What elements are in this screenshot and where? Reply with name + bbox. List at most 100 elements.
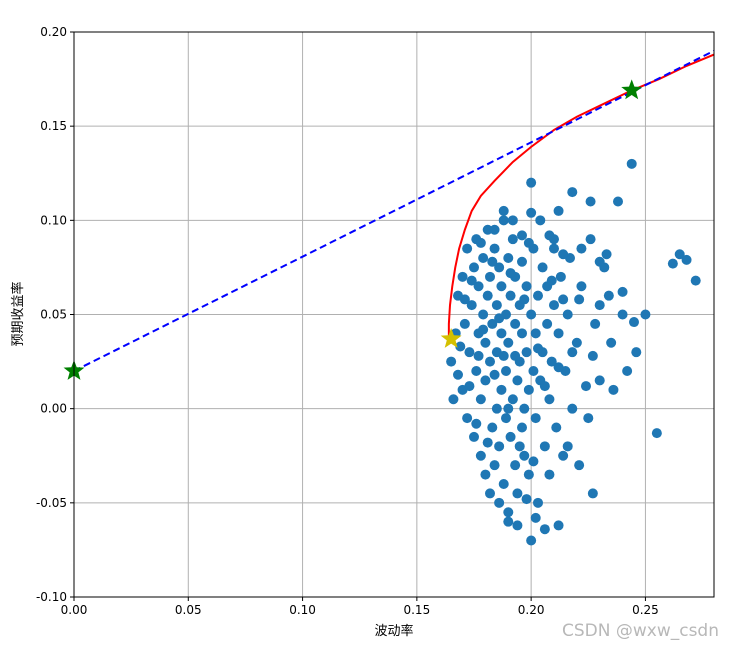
scatter-point bbox=[544, 469, 555, 480]
scatter-point bbox=[601, 249, 612, 260]
scatter-point bbox=[530, 328, 541, 339]
scatter-point bbox=[491, 300, 502, 311]
scatter-point bbox=[498, 479, 509, 489]
scatter-point bbox=[496, 384, 507, 395]
scatter-point bbox=[567, 347, 578, 358]
scatter-point bbox=[539, 524, 550, 535]
scatter-point bbox=[537, 262, 548, 273]
scatter-point bbox=[553, 520, 564, 531]
scatter-point bbox=[498, 350, 509, 361]
y-tick-label: 0.05 bbox=[40, 308, 67, 322]
scatter-point bbox=[462, 243, 473, 254]
scatter-point bbox=[485, 488, 495, 499]
scatter-point bbox=[549, 300, 559, 311]
star-marker bbox=[621, 79, 643, 100]
scatter-point bbox=[501, 366, 511, 376]
scatter-point bbox=[478, 324, 489, 335]
scatter-point bbox=[491, 403, 502, 414]
scatter-point bbox=[542, 318, 553, 329]
scatter-point bbox=[562, 309, 573, 320]
scatter-point bbox=[631, 347, 642, 358]
scatter-point bbox=[551, 422, 562, 433]
scatter-point bbox=[498, 215, 509, 226]
scatter-point bbox=[482, 224, 493, 235]
scatter-point bbox=[533, 343, 543, 354]
scatter-point bbox=[494, 497, 505, 508]
scatter-point bbox=[526, 177, 537, 188]
scatter-point bbox=[487, 256, 498, 267]
scatter-point bbox=[539, 441, 550, 452]
scatter-point bbox=[505, 290, 516, 301]
scatter-point bbox=[574, 294, 585, 305]
scatter-point bbox=[469, 431, 479, 442]
scatter-point bbox=[519, 294, 530, 305]
scatter-point bbox=[485, 271, 495, 282]
scatter-point bbox=[446, 356, 457, 367]
scatter-point bbox=[674, 249, 685, 260]
scatter-point bbox=[585, 196, 596, 207]
scatter-point bbox=[480, 375, 491, 386]
scatter-point bbox=[466, 300, 477, 311]
scatter-point bbox=[617, 309, 628, 320]
scatter-point bbox=[521, 281, 532, 292]
star-marker bbox=[440, 327, 462, 348]
y-tick-label: 0.10 bbox=[40, 213, 67, 227]
x-axis-label: 波动率 bbox=[374, 623, 413, 639]
scatter-point bbox=[594, 300, 605, 311]
x-tick-label: 0.05 bbox=[175, 603, 202, 617]
scatter-point bbox=[466, 275, 477, 286]
scatter-point bbox=[528, 366, 539, 376]
scatter-point bbox=[489, 369, 500, 380]
scatter-point bbox=[539, 381, 550, 392]
x-tick-label: 0.25 bbox=[632, 603, 659, 617]
y-tick-label: 0.20 bbox=[40, 25, 67, 39]
x-tick-label: 0.15 bbox=[403, 603, 430, 617]
scatter-point bbox=[546, 356, 557, 367]
scatter-point bbox=[498, 205, 509, 216]
scatter-point bbox=[606, 337, 617, 348]
scatter-point bbox=[475, 237, 486, 248]
scatter-point bbox=[567, 187, 578, 198]
scatter-point bbox=[526, 535, 537, 546]
axis-ticks: 0.00 0.05 0.10 0.15 0.20 0.25 -0.10 -0.05 0.00 0.… bbox=[36, 25, 659, 617]
scatter-point bbox=[558, 249, 569, 260]
scatter-point bbox=[505, 431, 516, 442]
y-tick-label: -0.05 bbox=[36, 496, 67, 510]
y-axis-label: 预期收益率 bbox=[10, 281, 26, 346]
scatter-point bbox=[544, 230, 555, 241]
scatter-point bbox=[544, 394, 555, 405]
scatter-point bbox=[464, 347, 475, 358]
y-tick-label: 0.00 bbox=[40, 402, 67, 416]
scatter-point bbox=[553, 328, 564, 339]
scatter-point bbox=[583, 413, 594, 424]
scatter-point bbox=[475, 450, 486, 461]
scatter-point bbox=[558, 294, 569, 305]
scatter-point bbox=[562, 441, 573, 452]
scatter-point bbox=[528, 456, 539, 467]
scatter-point bbox=[603, 290, 614, 301]
scatter-point bbox=[480, 337, 491, 348]
scatter-point bbox=[517, 328, 527, 339]
scatter-point bbox=[651, 428, 662, 439]
scatter-point bbox=[512, 375, 523, 386]
scatter-point bbox=[471, 366, 482, 376]
scatter-point bbox=[546, 275, 557, 286]
scatter-point bbox=[503, 516, 514, 527]
scatter-point bbox=[576, 243, 587, 254]
scatter-point bbox=[494, 262, 505, 273]
scatter-point bbox=[523, 384, 534, 395]
scatter-point bbox=[530, 512, 541, 523]
scatter-point bbox=[459, 294, 470, 305]
scatter-point bbox=[558, 450, 569, 461]
scatter-point bbox=[681, 254, 692, 265]
scatter-point bbox=[478, 253, 489, 263]
scatter-point bbox=[512, 488, 523, 499]
scatter-point bbox=[517, 422, 527, 433]
scatter-point bbox=[482, 437, 493, 448]
scatter-point bbox=[519, 403, 530, 414]
y-tick-label: 0.15 bbox=[40, 119, 67, 133]
scatter-point bbox=[517, 230, 527, 241]
scatter-point bbox=[469, 262, 479, 273]
x-tick-label: 0.20 bbox=[518, 603, 545, 617]
scatter-point bbox=[594, 256, 605, 267]
